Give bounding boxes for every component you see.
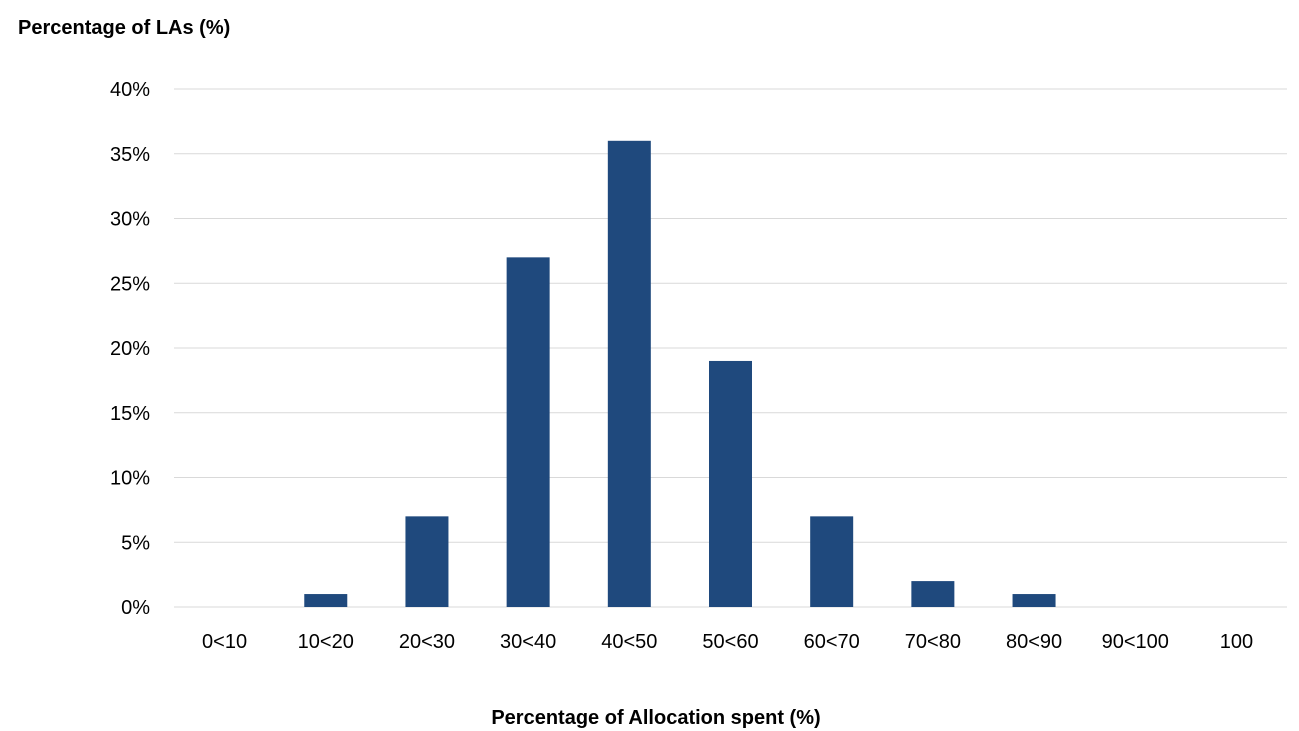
bar <box>607 140 651 608</box>
y-tick-label: 35% <box>110 144 150 166</box>
x-tick-label: 90<100 <box>1102 631 1169 653</box>
y-axis-title: Percentage of LAs (%) <box>18 17 230 39</box>
y-tick-label: 5% <box>121 532 150 554</box>
x-tick-label: 40<50 <box>601 631 657 653</box>
bar <box>405 516 449 607</box>
y-tick-label: 0% <box>121 597 150 619</box>
y-tick-label: 25% <box>110 273 150 295</box>
gridlines <box>174 88 1287 608</box>
x-tick-label: 20<30 <box>399 631 455 653</box>
bars <box>304 140 1056 608</box>
y-tick-labels: 0% 5% 10% 15% 20% 25% 30% 35% 40% <box>110 79 150 619</box>
x-tick-label: 60<70 <box>804 631 860 653</box>
bar <box>911 581 955 607</box>
y-tick-label: 30% <box>110 209 150 231</box>
bar <box>304 594 348 607</box>
x-tick-label: 30<40 <box>500 631 556 653</box>
x-tick-labels: 0<10 10<20 20<30 30<40 40<50 50<60 60<70 70<80 8… <box>202 631 1253 653</box>
x-tick-label: 80<90 <box>1006 631 1062 653</box>
bar <box>506 257 550 607</box>
y-tick-label: 15% <box>110 403 150 425</box>
bar <box>709 360 752 607</box>
y-tick-label: 40% <box>110 79 150 101</box>
bar <box>1012 594 1056 607</box>
x-tick-label: 100 <box>1220 631 1253 653</box>
x-tick-label: 0<10 <box>202 631 247 653</box>
x-tick-label: 10<20 <box>298 631 354 653</box>
y-tick-label: 20% <box>110 338 150 360</box>
bar <box>810 516 854 607</box>
x-axis-title: Percentage of Allocation spent (%) <box>491 707 820 729</box>
x-tick-label: 50<60 <box>702 631 758 653</box>
y-tick-label: 10% <box>110 468 150 490</box>
x-tick-label: 70<80 <box>905 631 961 653</box>
